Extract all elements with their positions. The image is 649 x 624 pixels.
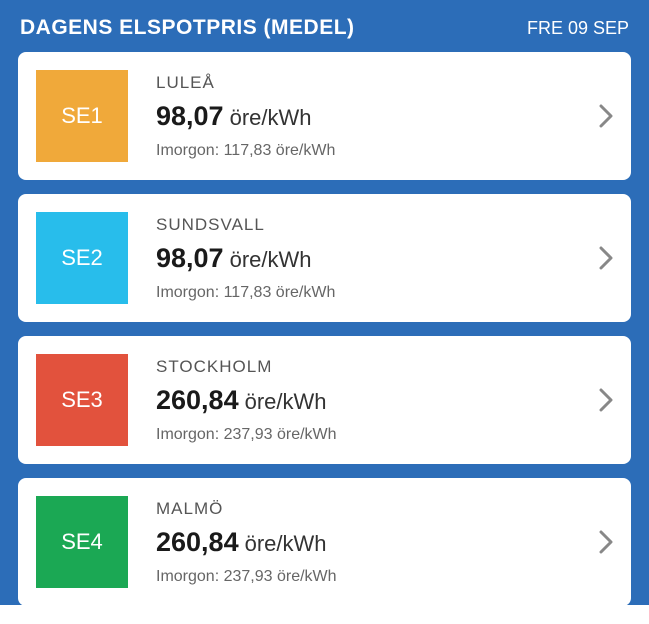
header-date: FRE 09 SEP: [527, 18, 629, 39]
region-badge: SE3: [36, 354, 128, 446]
card-content: SUNDSVALL 98,07 öre/kWh Imorgon: 117,83 …: [128, 215, 587, 302]
price-row: 260,84 öre/kWh: [156, 385, 587, 416]
price-row: 260,84 öre/kWh: [156, 527, 587, 558]
tomorrow-row: Imorgon: 117,83 öre/kWh: [156, 142, 587, 160]
city-name: STOCKHOLM: [156, 357, 587, 377]
tomorrow-unit: öre/kWh: [276, 142, 336, 159]
tomorrow-label: Imorgon:: [156, 284, 219, 301]
tomorrow-label: Imorgon:: [156, 142, 219, 159]
price-unit: öre/kWh: [230, 105, 312, 131]
tomorrow-row: Imorgon: 237,93 öre/kWh: [156, 426, 587, 444]
chevron-right-icon: [599, 388, 613, 412]
price-unit: öre/kWh: [230, 247, 312, 273]
tomorrow-label: Imorgon:: [156, 426, 219, 443]
city-name: SUNDSVALL: [156, 215, 587, 235]
tomorrow-price: 237,93: [224, 568, 273, 585]
tomorrow-unit: öre/kWh: [277, 426, 337, 443]
tomorrow-unit: öre/kWh: [277, 568, 337, 585]
price-value: 98,07: [156, 243, 224, 274]
chevron-right-icon: [599, 104, 613, 128]
price-unit: öre/kWh: [245, 389, 327, 415]
header-title: DAGENS ELSPOTPRIS (MEDEL): [20, 16, 355, 40]
tomorrow-price: 237,93: [224, 426, 273, 443]
region-badge: SE1: [36, 70, 128, 162]
chevron-right-icon: [599, 530, 613, 554]
price-value: 98,07: [156, 101, 224, 132]
region-card-se1[interactable]: SE1 LULEÅ 98,07 öre/kWh Imorgon: 117,83 …: [18, 52, 631, 180]
city-name: MALMÖ: [156, 499, 587, 519]
tomorrow-unit: öre/kWh: [276, 284, 336, 301]
region-card-se4[interactable]: SE4 MALMÖ 260,84 öre/kWh Imorgon: 237,93…: [18, 478, 631, 606]
card-content: STOCKHOLM 260,84 öre/kWh Imorgon: 237,93…: [128, 357, 587, 444]
price-value: 260,84: [156, 527, 239, 558]
card-content: MALMÖ 260,84 öre/kWh Imorgon: 237,93 öre…: [128, 499, 587, 586]
spot-price-widget: DAGENS ELSPOTPRIS (MEDEL) FRE 09 SEP SE1…: [0, 0, 649, 605]
price-value: 260,84: [156, 385, 239, 416]
city-name: LULEÅ: [156, 73, 587, 93]
tomorrow-label: Imorgon:: [156, 568, 219, 585]
header: DAGENS ELSPOTPRIS (MEDEL) FRE 09 SEP: [0, 0, 649, 52]
price-row: 98,07 öre/kWh: [156, 243, 587, 274]
tomorrow-price: 117,83: [224, 284, 272, 301]
region-badge: SE4: [36, 496, 128, 588]
chevron-right-icon: [599, 246, 613, 270]
region-card-se3[interactable]: SE3 STOCKHOLM 260,84 öre/kWh Imorgon: 23…: [18, 336, 631, 464]
tomorrow-price: 117,83: [224, 142, 272, 159]
price-row: 98,07 öre/kWh: [156, 101, 587, 132]
tomorrow-row: Imorgon: 117,83 öre/kWh: [156, 284, 587, 302]
price-unit: öre/kWh: [245, 531, 327, 557]
region-card-se2[interactable]: SE2 SUNDSVALL 98,07 öre/kWh Imorgon: 117…: [18, 194, 631, 322]
region-cards: SE1 LULEÅ 98,07 öre/kWh Imorgon: 117,83 …: [0, 52, 649, 624]
card-content: LULEÅ 98,07 öre/kWh Imorgon: 117,83 öre/…: [128, 73, 587, 160]
tomorrow-row: Imorgon: 237,93 öre/kWh: [156, 568, 587, 586]
region-badge: SE2: [36, 212, 128, 304]
